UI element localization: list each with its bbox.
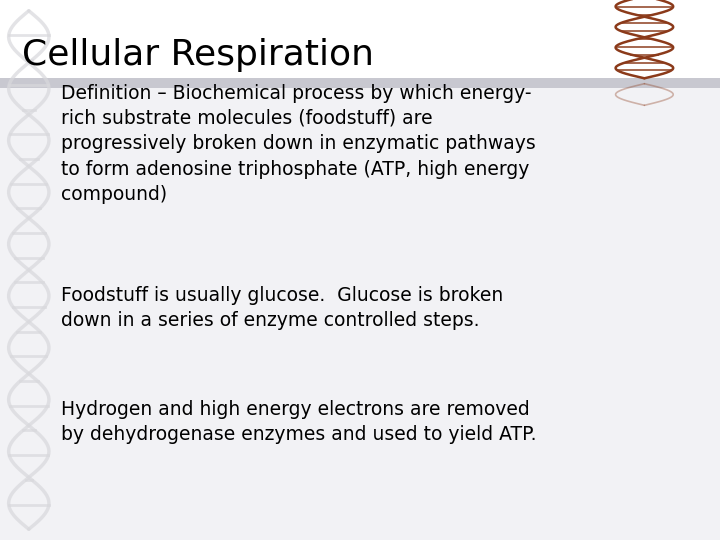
FancyBboxPatch shape (0, 0, 720, 78)
FancyBboxPatch shape (0, 88, 720, 540)
Text: Hydrogen and high energy electrons are removed
by dehydrogenase enzymes and used: Hydrogen and high energy electrons are r… (61, 400, 536, 444)
Text: Foodstuff is usually glucose.  Glucose is broken
down in a series of enzyme cont: Foodstuff is usually glucose. Glucose is… (61, 286, 503, 330)
Text: Cellular Respiration: Cellular Respiration (22, 38, 374, 72)
FancyBboxPatch shape (0, 78, 720, 88)
Text: Definition – Biochemical process by which energy-
rich substrate molecules (food: Definition – Biochemical process by whic… (61, 84, 536, 204)
